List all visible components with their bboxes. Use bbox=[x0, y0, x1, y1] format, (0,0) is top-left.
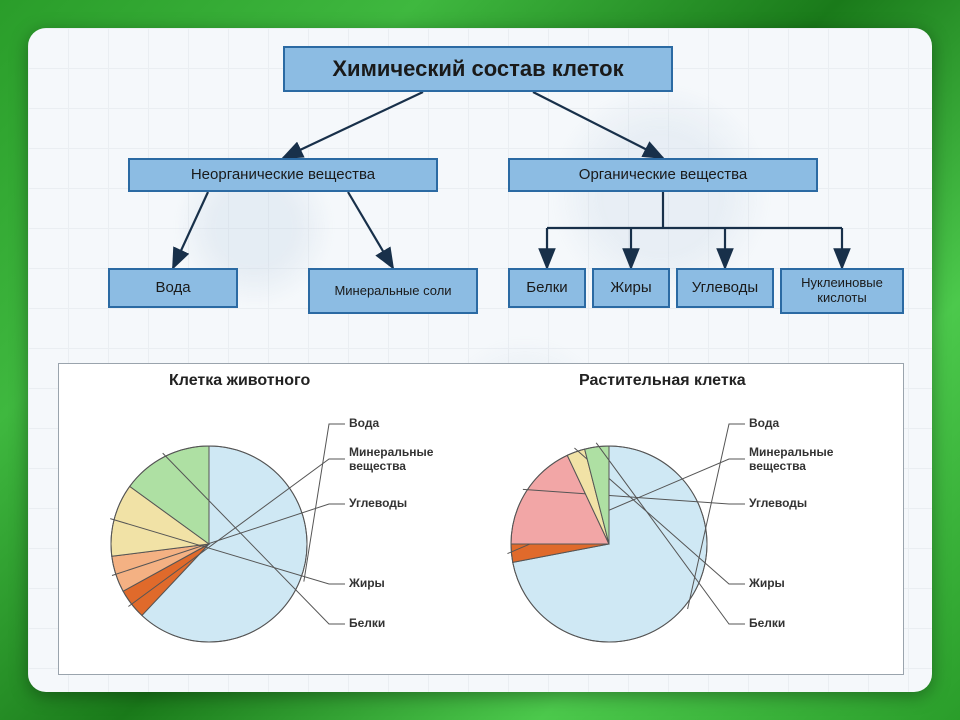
pie-slice-label: Жиры bbox=[749, 576, 785, 590]
charts-panel: Клетка животногоРастительная клетка Вода… bbox=[58, 363, 904, 675]
tree-node: Нуклеиновые кислоты bbox=[780, 268, 904, 314]
tree-node: Неорганические вещества bbox=[128, 158, 438, 192]
pie-slice-label: Углеводы bbox=[749, 496, 807, 510]
pie-slice-label: Минеральные вещества bbox=[749, 445, 859, 473]
pie-slice-label: Жиры bbox=[349, 576, 385, 590]
pie-slice-label: Минеральные вещества bbox=[349, 445, 459, 473]
tree-node: Вода bbox=[108, 268, 238, 308]
tree-node: Органические вещества bbox=[508, 158, 818, 192]
tree-node: Минеральные соли bbox=[308, 268, 478, 314]
pie-slice-label: Вода bbox=[749, 416, 779, 430]
pie-slice-label: Белки bbox=[749, 616, 785, 630]
tree-node: Химический состав клеток bbox=[283, 46, 673, 92]
tree-node: Белки bbox=[508, 268, 586, 308]
slide-frame: Химический состав клеток Неорганические в… bbox=[0, 0, 960, 720]
pie-slice-label: Вода bbox=[349, 416, 379, 430]
pie-slice-label: Углеводы bbox=[349, 496, 407, 510]
tree-node: Углеводы bbox=[676, 268, 774, 308]
tree-node: Жиры bbox=[592, 268, 670, 308]
slide-card: Химический состав клеток Неорганические в… bbox=[28, 28, 932, 692]
pie-slice-label: Белки bbox=[349, 616, 385, 630]
leader-line bbox=[304, 424, 345, 582]
